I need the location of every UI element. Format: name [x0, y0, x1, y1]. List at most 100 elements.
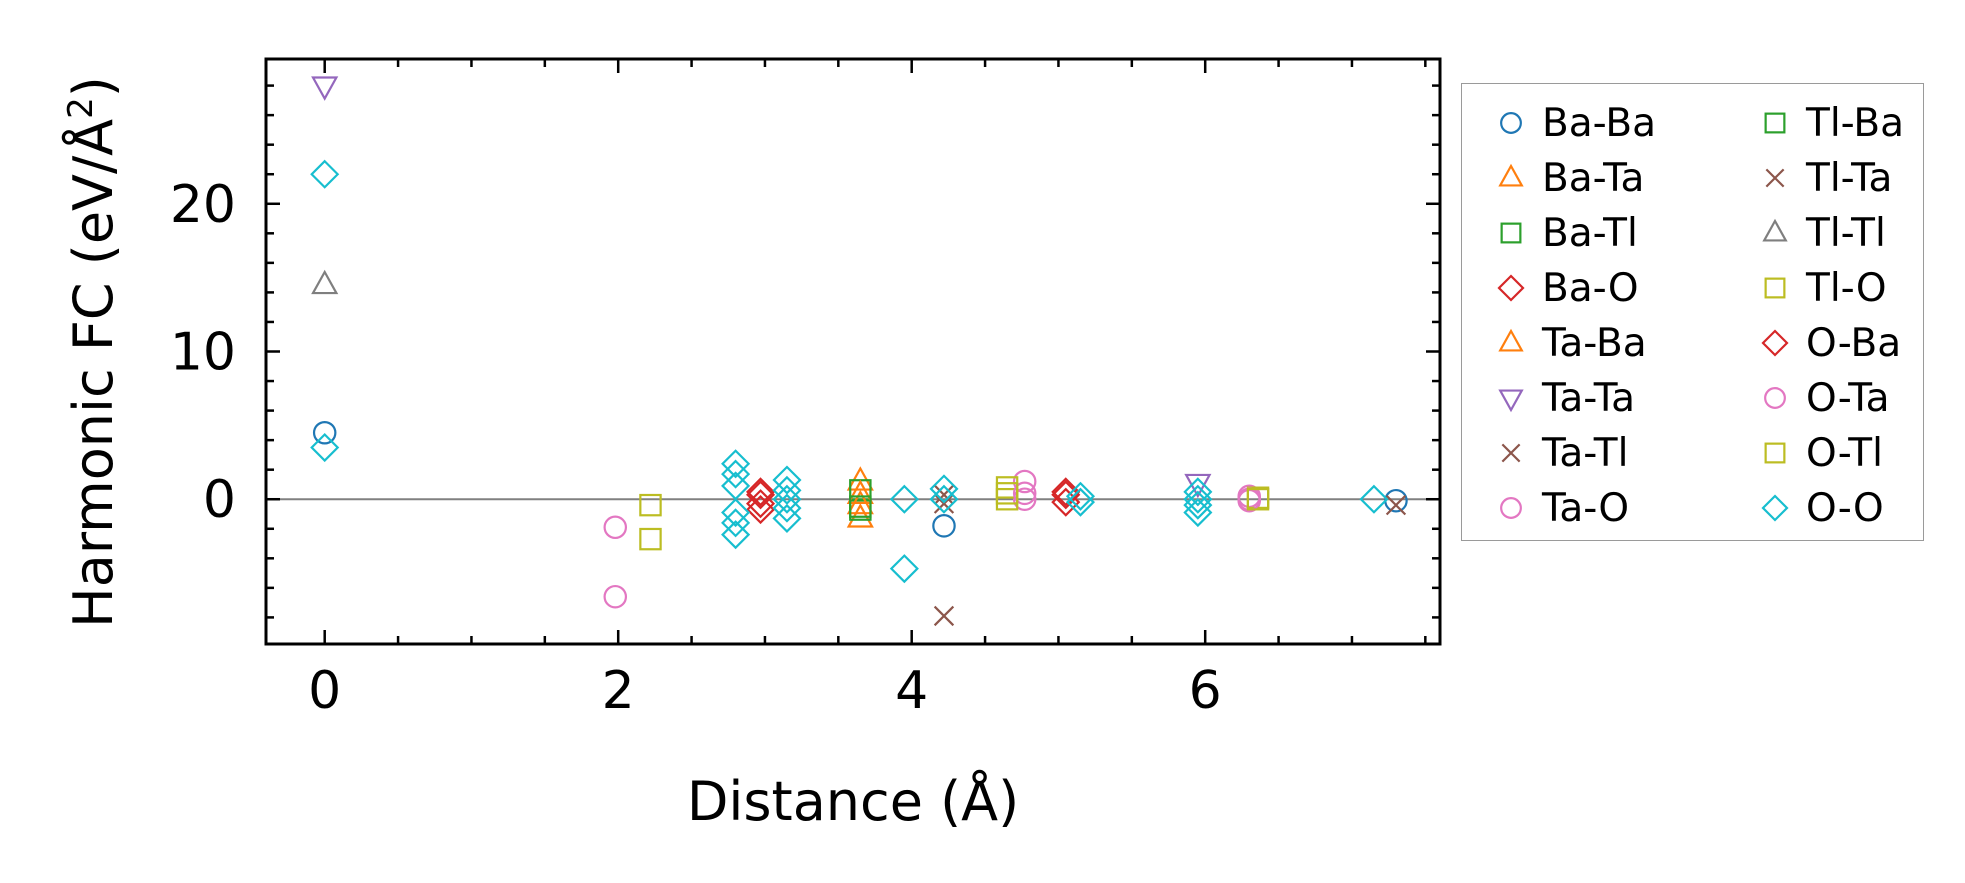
point-o-ba: [745, 489, 776, 519]
legend-marker-shape: [1764, 277, 1786, 299]
legend: Ba-Ba Ba-Ta Ba-Tl Ba-O Ta-Ba Ta-Ta Ta-Tl Ta-O Tl…: [1461, 83, 1924, 541]
point-o-o: [721, 459, 751, 489]
point-ta-o: [1012, 487, 1037, 511]
legend-marker-shape: [1500, 497, 1522, 519]
legend-marker-o-o: [1761, 494, 1789, 522]
legend-item-o-ba: O-Ba: [1758, 316, 1901, 370]
point-ba-ba: [1384, 488, 1408, 513]
point-ta-o: [1012, 469, 1037, 494]
x-tick-label: 0: [308, 661, 341, 721]
legend-marker-tl-o: [1764, 277, 1786, 299]
point-o-o: [929, 474, 959, 504]
point-ta-ba: [846, 479, 874, 504]
legend-marker-shape: [1762, 218, 1788, 242]
legend-marker-ba-ta: [1498, 163, 1524, 187]
point-ba-o: [745, 495, 776, 525]
legend-marker-o-ba: [1761, 329, 1789, 357]
legend-label: Tl-Ta: [1806, 155, 1893, 201]
point-tl-o: [639, 493, 662, 517]
legend-marker-o-tl: [1764, 442, 1786, 464]
point-o-o: [1183, 497, 1213, 528]
point-ta-o: [603, 515, 628, 540]
legend-item-ba-ta: Ba-Ta: [1494, 151, 1644, 205]
point-o-o: [721, 497, 751, 528]
legend-label: Tl-Tl: [1806, 210, 1886, 256]
y-tick-label: 10: [170, 323, 236, 383]
point-o-o: [721, 449, 751, 479]
legend-label: O-Ta: [1806, 375, 1890, 421]
y-tick-label: 0: [203, 470, 236, 530]
point-ta-tl: [1385, 494, 1407, 516]
legend-item-o-o: O-O: [1758, 481, 1884, 535]
point-ta-o: [603, 584, 628, 609]
legend-marker-o-ta: [1764, 387, 1786, 409]
legend-marker-shape: [1764, 387, 1786, 409]
point-tl-ta: [933, 493, 955, 514]
legend-marker-shape: [1761, 329, 1789, 357]
point-ta-ba: [846, 489, 874, 515]
legend-label: Ta-Ba: [1542, 320, 1647, 366]
legend-item-ba-tl: Ba-Tl: [1494, 206, 1638, 260]
legend-item-tl-o: Tl-O: [1758, 261, 1887, 315]
legend-marker-ba-tl: [1500, 222, 1522, 244]
point-o-o: [772, 475, 802, 505]
legend-item-tl-ba: Tl-Ba: [1758, 96, 1904, 150]
legend-marker-ba-o: [1497, 274, 1525, 302]
y-tick-label: 20: [170, 175, 236, 235]
legend-marker-ta-tl: [1501, 443, 1521, 463]
legend-marker-ba-ba: [1500, 112, 1522, 134]
legend-marker-tl-ta: [1765, 168, 1785, 188]
point-ta-tl: [933, 605, 955, 627]
legend-label: Ta-Tl: [1542, 430, 1629, 476]
legend-marker-ta-ta: [1498, 389, 1524, 413]
point-tl-o: [639, 527, 662, 551]
legend-item-ta-ta: Ta-Ta: [1494, 371, 1635, 425]
point-ba-ba: [932, 514, 956, 538]
legend-marker-ta-ba: [1498, 328, 1524, 352]
point-o-tl: [1246, 487, 1270, 511]
legend-label: O-Ba: [1806, 320, 1902, 366]
legend-item-ba-ba: Ba-Ba: [1494, 96, 1656, 150]
legend-label: Ba-Ba: [1542, 100, 1656, 146]
point-ba-ba: [312, 420, 337, 445]
point-ba-o: [1051, 477, 1081, 507]
point-o-o: [889, 484, 919, 514]
legend-item-ba-o: Ba-O: [1494, 261, 1639, 315]
legend-marker-shape: [1765, 168, 1785, 188]
y-axis-label-superscript: 2: [61, 97, 101, 119]
x-axis-label: Distance (Å): [687, 769, 1019, 833]
point-o-o: [772, 493, 802, 523]
point-o-o: [772, 503, 802, 533]
legend-marker-shape: [1497, 274, 1525, 302]
legend-marker-shape: [1498, 328, 1524, 352]
y-axis-label-close: ): [62, 76, 125, 97]
legend-label: Ta-O: [1542, 485, 1630, 531]
legend-label: O-Tl: [1806, 430, 1883, 476]
x-tick-label: 6: [1189, 661, 1222, 721]
point-o-o: [1065, 487, 1096, 517]
point-o-o: [1183, 477, 1213, 507]
point-ta-ta: [311, 76, 339, 101]
point-o-o: [721, 520, 751, 550]
legend-marker-shape: [1498, 389, 1524, 413]
legend-item-ta-o: Ta-O: [1494, 481, 1629, 535]
point-o-ta: [1012, 481, 1037, 506]
legend-label: Tl-O: [1806, 265, 1887, 311]
legend-marker-tl-tl: [1762, 218, 1788, 242]
legend-marker-tl-ba: [1764, 112, 1786, 134]
point-o-o: [1359, 484, 1389, 514]
legend-item-o-tl: O-Tl: [1758, 426, 1883, 480]
point-tl-ba: [849, 495, 872, 518]
legend-marker-shape: [1761, 494, 1789, 522]
plot-frame: [264, 57, 1442, 646]
point-ta-tl: [933, 484, 955, 505]
legend-label: O-O: [1806, 485, 1884, 531]
point-o-o: [721, 508, 751, 538]
legend-item-ta-ba: Ta-Ba: [1494, 316, 1647, 370]
point-o-tl: [995, 482, 1019, 505]
legend-item-ta-tl: Ta-Tl: [1494, 426, 1628, 480]
legend-marker-shape: [1500, 112, 1522, 134]
point-ba-ta: [846, 466, 874, 491]
y-axis-label-main: Harmonic FC (eV/Å: [61, 119, 125, 628]
